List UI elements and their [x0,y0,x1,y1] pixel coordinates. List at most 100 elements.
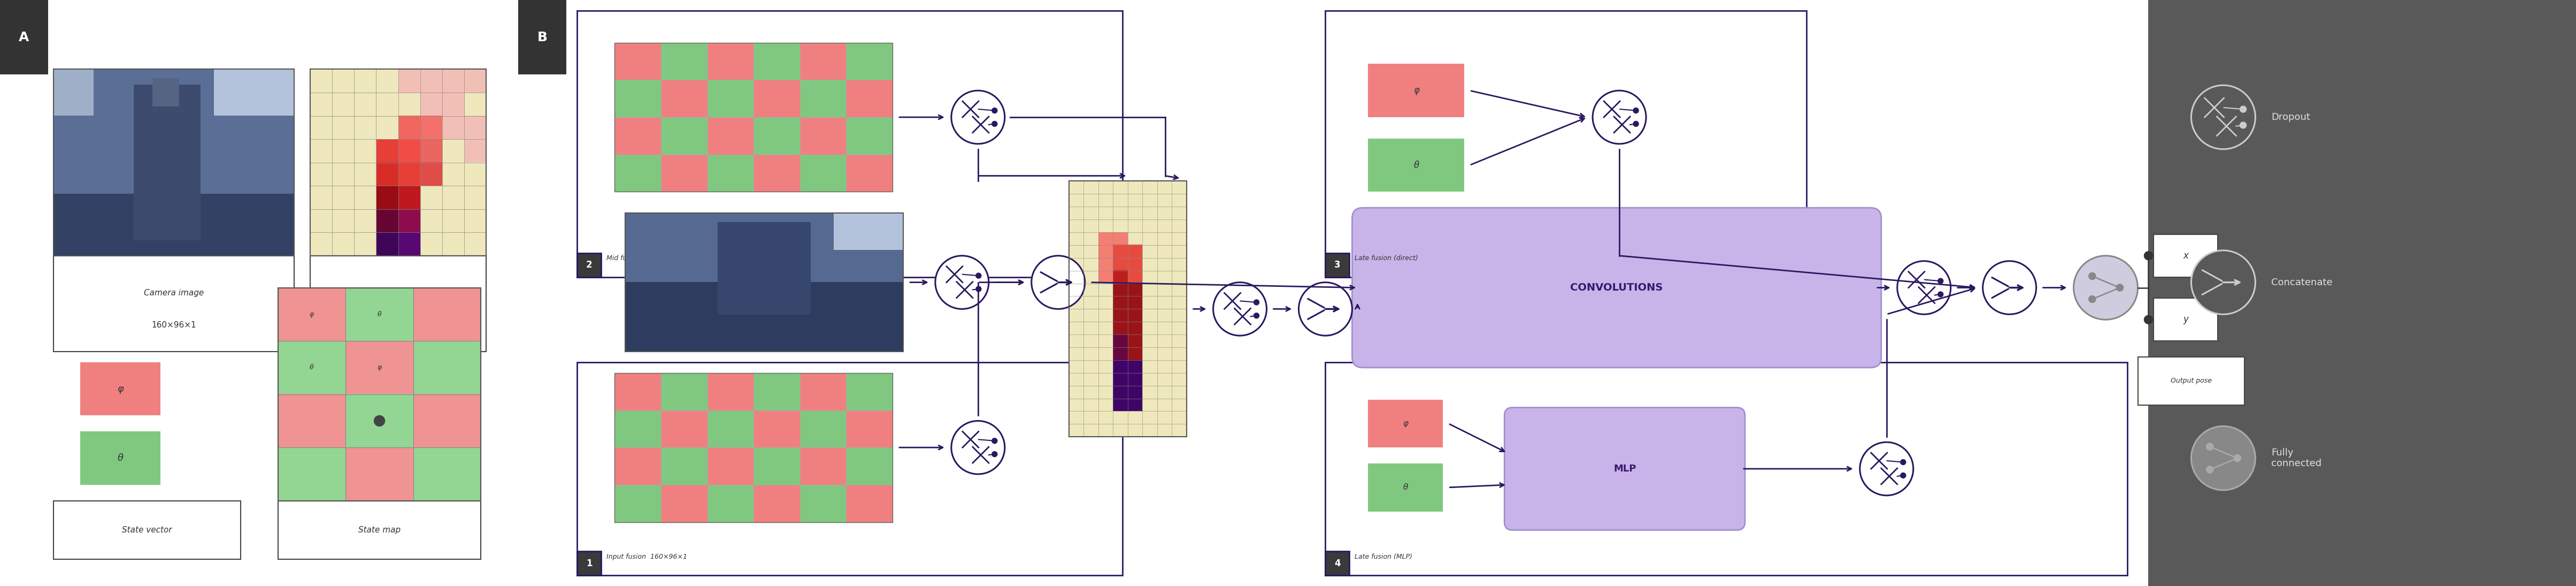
Bar [616,155,662,192]
Bar [616,80,662,117]
Bar [801,155,845,192]
Circle shape [1255,313,1260,318]
Text: State vector: State vector [121,526,173,534]
Bar [755,485,801,522]
FancyBboxPatch shape [1352,208,1880,367]
Text: B: B [538,31,549,44]
Circle shape [2233,455,2241,462]
Circle shape [992,121,997,127]
Circle shape [2143,315,2154,324]
Circle shape [2205,466,2213,473]
Bar [616,43,662,80]
Circle shape [2205,443,2213,450]
Bar [662,43,708,80]
Circle shape [935,255,989,309]
Text: Input fusion  160×96×1: Input fusion 160×96×1 [605,553,688,560]
Bar [54,69,294,255]
Bar [278,501,482,560]
Circle shape [2089,272,2097,280]
Text: MLP: MLP [1613,464,1636,473]
Text: Depth map: Depth map [376,289,420,297]
Bar [577,253,600,277]
Bar [845,448,891,485]
Bar [662,410,708,448]
Circle shape [1030,255,1084,309]
Circle shape [2074,255,2138,319]
Circle shape [992,438,997,444]
Bar [755,448,801,485]
Text: φ: φ [1414,86,1419,96]
Bar [577,11,1123,277]
Bar [662,485,708,522]
Bar [801,485,845,522]
Circle shape [992,451,997,457]
Bar [616,43,891,192]
Text: φ: φ [376,364,381,371]
Bar [309,69,487,255]
Bar [2154,234,2218,277]
Bar [755,117,801,155]
Text: Output pose: Output pose [2172,377,2213,384]
Text: φ: φ [309,311,314,318]
Circle shape [1592,91,1646,144]
Circle shape [1633,121,1638,127]
Bar [1368,64,1463,117]
Bar [1327,11,1806,277]
Bar [278,288,482,501]
Bar [662,80,708,117]
Circle shape [374,415,384,426]
Bar [54,255,294,352]
Text: 1: 1 [587,558,592,568]
Text: θ: θ [118,454,124,463]
Circle shape [951,91,1005,144]
Circle shape [2241,106,2246,113]
Text: Fully
connected: Fully connected [2272,448,2321,469]
Circle shape [1860,442,1914,495]
Bar [2154,298,2218,341]
Bar [845,117,891,155]
Bar [755,43,801,80]
Bar [616,373,891,522]
Circle shape [976,273,981,278]
Bar [708,117,755,155]
Bar [708,373,755,410]
Text: θ: θ [379,311,381,318]
Bar [2148,0,2576,586]
Bar [662,117,708,155]
Bar [2138,357,2244,405]
Circle shape [2192,85,2257,149]
Bar [801,373,845,410]
Bar [662,448,708,485]
Bar [708,410,755,448]
Bar [845,43,891,80]
Circle shape [1255,299,1260,305]
Circle shape [1937,292,1942,297]
Bar [755,155,801,192]
Bar [577,551,600,575]
Bar [0,0,49,74]
Circle shape [951,421,1005,474]
Bar [616,485,662,522]
Bar [1327,362,2128,575]
Text: Camera image: Camera image [144,289,204,297]
Bar [755,80,801,117]
Text: 160×96×1: 160×96×1 [152,321,196,329]
Bar [1069,181,1188,437]
Bar [1327,253,1350,277]
Bar [845,410,891,448]
Bar [845,80,891,117]
Circle shape [1984,261,2035,314]
Bar [577,362,1123,575]
Bar [708,448,755,485]
Circle shape [1901,459,1906,465]
Text: 2: 2 [587,260,592,270]
Circle shape [2089,296,2097,303]
Text: θ: θ [1404,483,1409,492]
Bar [845,485,891,522]
Bar [616,448,662,485]
Text: CONVOLUTIONS: CONVOLUTIONS [1571,282,1664,293]
Text: A: A [18,31,28,44]
Bar [662,155,708,192]
Text: y: y [2184,315,2190,325]
Text: Dropout: Dropout [2272,113,2311,122]
